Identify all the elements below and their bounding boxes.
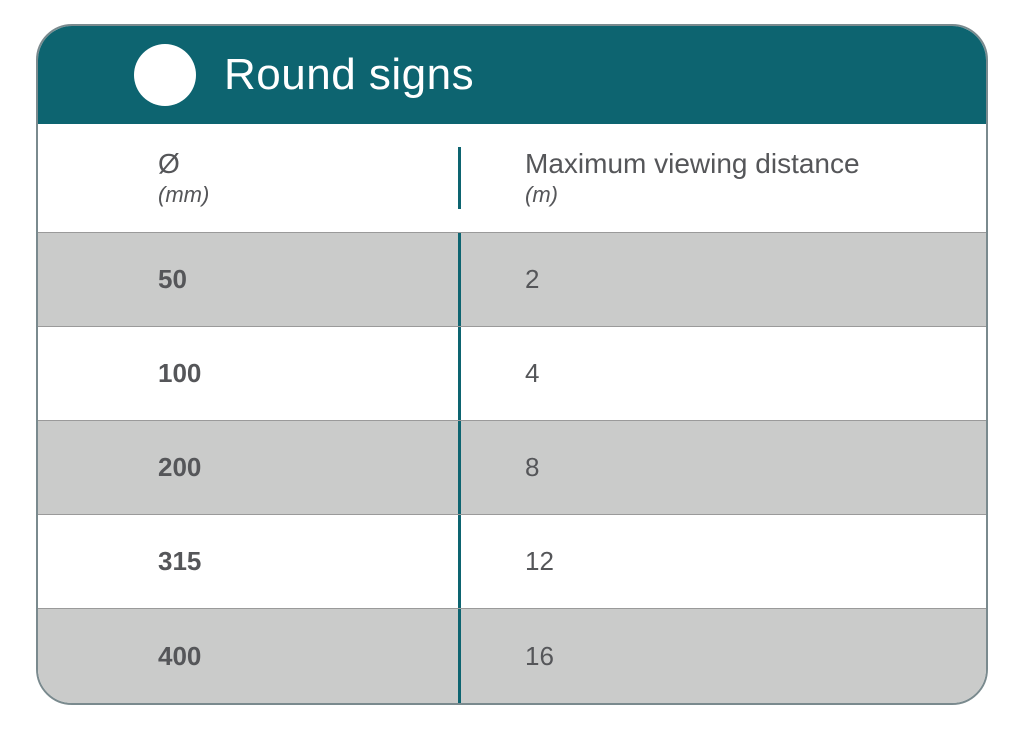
cell-diameter: 100	[158, 327, 458, 420]
round-signs-card: Round signs Ø (mm) Maximum viewing dista…	[36, 24, 988, 705]
cell-distance: 4	[461, 327, 946, 420]
cell-distance: 2	[461, 233, 946, 326]
cell-diameter: 400	[158, 609, 458, 703]
column-header-distance-unit: (m)	[525, 182, 946, 208]
table-body: 502100420083151240016	[38, 232, 986, 703]
column-header-diameter-unit: (mm)	[158, 182, 458, 208]
cell-distance: 16	[461, 609, 946, 703]
table-row: 1004	[38, 327, 986, 421]
cell-diameter: 200	[158, 421, 458, 514]
table-row: 2008	[38, 421, 986, 515]
card-title: Round signs	[224, 50, 474, 100]
table-row: 502	[38, 233, 986, 327]
cell-diameter: 50	[158, 233, 458, 326]
column-header-distance: Maximum viewing distance (m)	[461, 124, 946, 232]
cell-distance: 12	[461, 515, 946, 608]
column-header-diameter: Ø (mm)	[158, 124, 458, 232]
column-header-diameter-label: Ø	[158, 148, 458, 180]
table-row: 31512	[38, 515, 986, 609]
circle-icon	[134, 44, 196, 106]
column-headers: Ø (mm) Maximum viewing distance (m)	[38, 124, 986, 232]
cell-diameter: 315	[158, 515, 458, 608]
column-header-distance-label: Maximum viewing distance	[525, 148, 946, 180]
cell-distance: 8	[461, 421, 946, 514]
table-row: 40016	[38, 609, 986, 703]
card-header: Round signs	[38, 26, 986, 124]
